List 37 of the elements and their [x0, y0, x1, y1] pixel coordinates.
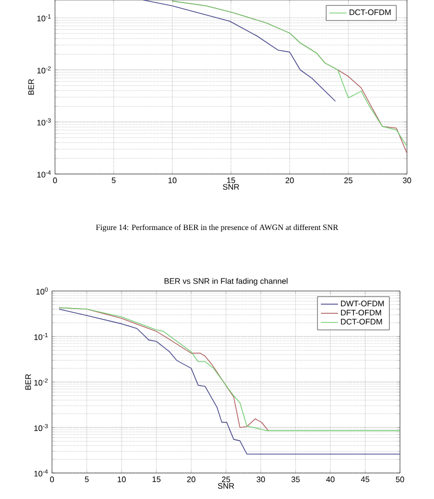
x-tick-label: 35 — [291, 476, 300, 482]
x-tick-label: 10 — [168, 178, 176, 184]
y-tick-label: 10$^{-4}$ — [34, 469, 48, 477]
y-tick-label: 10$^{-3}$ — [37, 118, 51, 126]
x-tick-label: 10 — [118, 476, 126, 482]
legend-label: DCT-OFDM — [341, 318, 382, 324]
y-tick-label: 10$^{-2}$ — [37, 66, 51, 74]
chart-title: BER vs SNR in Flat fading channel — [164, 278, 288, 286]
x-tick-label: 0 — [50, 476, 54, 482]
x-tick-label: 50 — [396, 476, 404, 482]
y-tick-label: 10$^{-4}$ — [37, 170, 51, 178]
y-axis-title: BER — [28, 79, 34, 95]
legend-label: DWT-OFDM — [341, 300, 384, 306]
y-tick-label: 10$^{-2}$ — [34, 378, 48, 386]
legend-label: DFT-OFDM — [341, 310, 382, 316]
legend-label: DCT-OFDM — [350, 9, 391, 16]
y-tick-label: 10$^{-1}$ — [37, 14, 51, 22]
x-tick-label: 5 — [112, 178, 116, 184]
x-tick-label: 15 — [227, 178, 236, 184]
x-axis-title: SNR — [222, 184, 240, 190]
x-tick-label: 30 — [256, 476, 265, 482]
x-tick-label: 45 — [360, 476, 370, 482]
x-tick-label: 40 — [326, 476, 335, 482]
caption: Figure 14: Performance of BER in the presence of AWGN at different SNR — [96, 224, 338, 232]
x-tick-label: 0 — [53, 178, 57, 184]
y-tick-label: 10$^{-1}$ — [34, 332, 48, 340]
x-tick-label: 15 — [152, 476, 161, 482]
x-tick-label: 25 — [344, 178, 352, 184]
x-axis-title: SNR — [218, 483, 234, 489]
x-tick-label: 20 — [187, 476, 196, 482]
x-tick-label: 25 — [222, 476, 230, 482]
y-tick-label: 10$^{-3}$ — [34, 424, 48, 432]
x-tick-label: 20 — [286, 178, 294, 184]
x-tick-label: 5 — [84, 476, 89, 482]
x-tick-label: 30 — [402, 178, 412, 184]
y-axis-title: BER — [25, 374, 31, 390]
y-tick-label: 10$^{0}$ — [36, 287, 48, 295]
